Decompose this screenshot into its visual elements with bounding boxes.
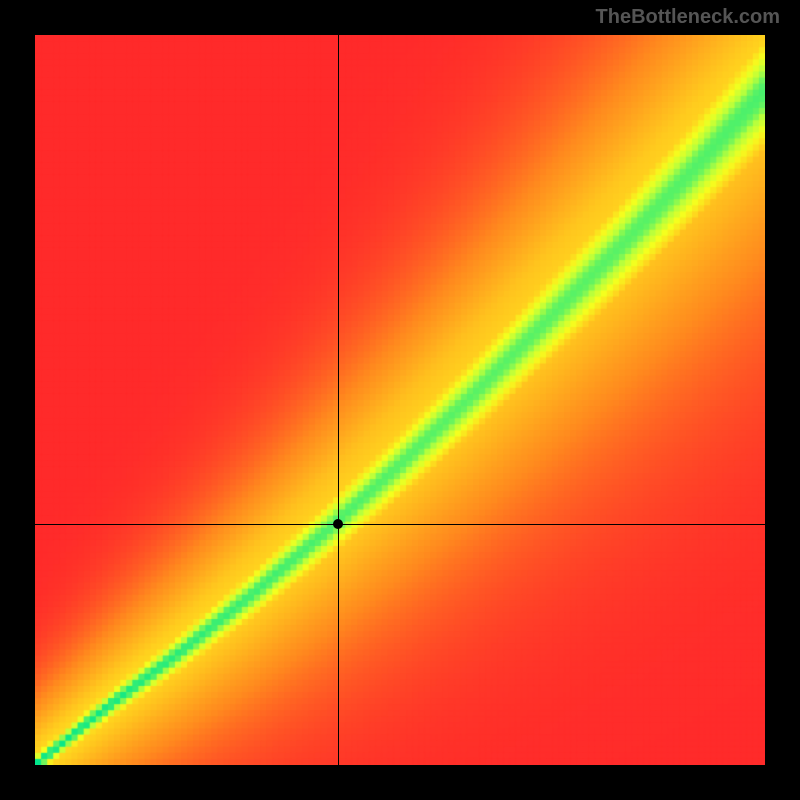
chart-container: TheBottleneck.com — [0, 0, 800, 800]
watermark-text: TheBottleneck.com — [596, 6, 780, 29]
crosshair-vertical — [338, 35, 339, 765]
bottleneck-heatmap — [35, 35, 765, 765]
crosshair-marker — [333, 519, 343, 529]
crosshair-horizontal — [35, 524, 765, 525]
